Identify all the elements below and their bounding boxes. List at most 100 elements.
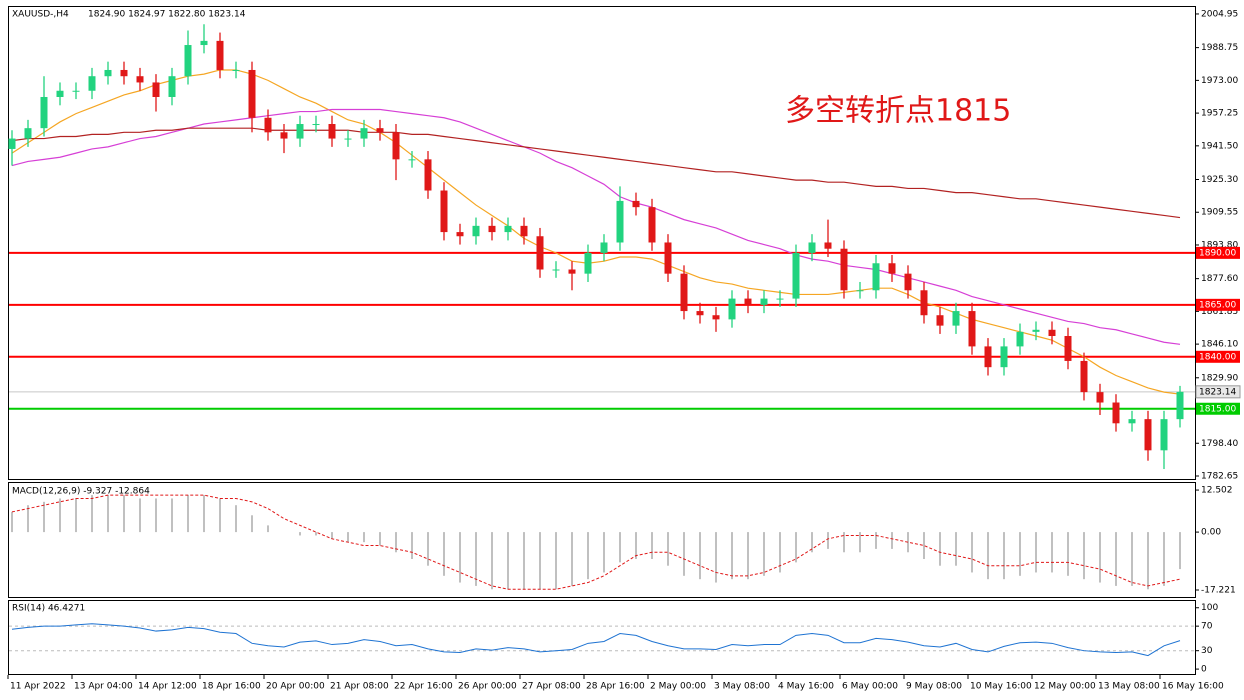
rsi-panel — [8, 600, 1196, 675]
y-tick-label: 12.502 — [1201, 486, 1233, 496]
candle-body — [232, 69, 240, 71]
y-tick-label: 0.00 — [1201, 528, 1221, 538]
candle-body — [872, 263, 880, 291]
x-tick-label: 11 Apr 2022 — [10, 682, 66, 692]
ohlc: 1824.90 1824.97 1822.80 1823.14 — [88, 10, 246, 20]
candle-body — [840, 248, 848, 291]
level-label: 1840.00 — [1199, 352, 1236, 362]
candle-body — [936, 315, 944, 326]
candle-body — [104, 69, 112, 77]
x-tick-label: 28 Apr 16:00 — [586, 682, 645, 692]
x-tick-label: 22 Apr 16:00 — [394, 682, 453, 692]
moving-average — [11, 127, 1181, 219]
candle-body — [264, 117, 272, 133]
candle-body — [424, 159, 432, 191]
candle-body — [968, 311, 976, 347]
candle-body — [1144, 419, 1152, 451]
candle-body — [600, 242, 608, 253]
candle-body — [1128, 419, 1136, 424]
y-tick-label: 1957.25 — [1201, 109, 1238, 119]
x-tick-label: 20 Apr 00:00 — [266, 682, 325, 692]
y-tick-label: -17.221 — [1201, 586, 1236, 596]
moving-average — [11, 69, 1181, 395]
level-badge — [1196, 402, 1240, 415]
candle-body — [248, 69, 256, 118]
candle-body — [56, 90, 64, 97]
level-label: 1865.00 — [1199, 300, 1236, 310]
candle-body — [728, 298, 736, 320]
candle-body — [200, 40, 208, 46]
candle-body — [1112, 402, 1120, 424]
candle-body — [568, 269, 576, 274]
level-label: 1815.00 — [1199, 404, 1236, 414]
candle-body — [280, 132, 288, 139]
annotation: 多空转折点1815 — [785, 94, 1011, 129]
x-tick-label: 26 Apr 00:00 — [458, 682, 517, 692]
candle-body — [744, 298, 752, 305]
candle-body — [648, 207, 656, 243]
candle-body — [776, 298, 784, 300]
x-tick-label: 27 Apr 08:00 — [522, 682, 581, 692]
macd-panel — [8, 482, 1196, 598]
candle-body — [888, 263, 896, 274]
y-tick-label: 1846.10 — [1201, 340, 1238, 350]
candle-body — [1048, 329, 1056, 337]
y-tick-label: 100 — [1201, 603, 1218, 613]
y-tick-label: 1925.30 — [1201, 175, 1238, 185]
candle-body — [24, 128, 32, 139]
x-tick-label: 18 Apr 16:00 — [202, 682, 261, 692]
macd-label: MACD(12,26,9) -9.327 -12.864 — [12, 487, 150, 497]
candle-body — [792, 252, 800, 299]
level-badge — [1196, 298, 1240, 311]
y-tick-label: 1893.80 — [1201, 240, 1238, 250]
y-tick-label: 1877.60 — [1201, 274, 1238, 284]
y-tick-label: 1798.40 — [1201, 439, 1238, 449]
moving-average — [11, 108, 1181, 345]
level-badge — [1196, 246, 1240, 259]
x-tick-label: 12 May 00:00 — [1034, 682, 1096, 692]
price-panel — [8, 6, 1196, 480]
candle-body — [1096, 392, 1104, 403]
candle-body — [952, 311, 960, 326]
candle-body — [632, 200, 640, 208]
candle-body — [8, 138, 16, 149]
candle-body — [504, 225, 512, 233]
price-badge — [1195, 385, 1241, 399]
candle-body — [760, 298, 768, 305]
x-tick-label: 13 Apr 04:00 — [74, 682, 133, 692]
candle-body — [1000, 346, 1008, 368]
candle-body — [520, 225, 528, 237]
candle-body — [808, 242, 816, 253]
y-tick-label: 1782.65 — [1201, 471, 1238, 481]
x-tick-label: 4 May 16:00 — [778, 682, 834, 692]
candle-body — [88, 76, 96, 91]
symbol: XAUUSD-,H4 — [12, 10, 69, 20]
candle-body — [344, 138, 352, 140]
candle-body — [696, 311, 704, 316]
x-tick-label: 13 May 08:00 — [1098, 682, 1160, 692]
x-tick-label: 6 May 00:00 — [842, 682, 898, 692]
candle-body — [1080, 360, 1088, 393]
candle-body — [376, 128, 384, 133]
candle-body — [1160, 419, 1168, 451]
y-tick-label: 1988.75 — [1201, 43, 1238, 53]
candle-body — [984, 346, 992, 368]
candle-body — [40, 96, 48, 129]
y-tick-label: 1973.00 — [1201, 76, 1238, 86]
candle-body — [216, 40, 224, 70]
rsi-line — [11, 623, 1181, 657]
candle-body — [712, 315, 720, 320]
candle-body — [392, 132, 400, 160]
candle-body — [408, 159, 416, 161]
candle-body — [552, 269, 560, 271]
candle-body — [824, 242, 832, 249]
price-label: 1823.14 — [1199, 387, 1236, 397]
candle-body — [152, 82, 160, 97]
level-label: 1890.00 — [1199, 248, 1236, 258]
signal-line — [11, 494, 1181, 590]
y-tick-label: 1909.55 — [1201, 208, 1238, 218]
candle-body — [488, 225, 496, 233]
candle-body — [168, 76, 176, 97]
candle-body — [72, 90, 80, 92]
candle-body — [184, 45, 192, 77]
